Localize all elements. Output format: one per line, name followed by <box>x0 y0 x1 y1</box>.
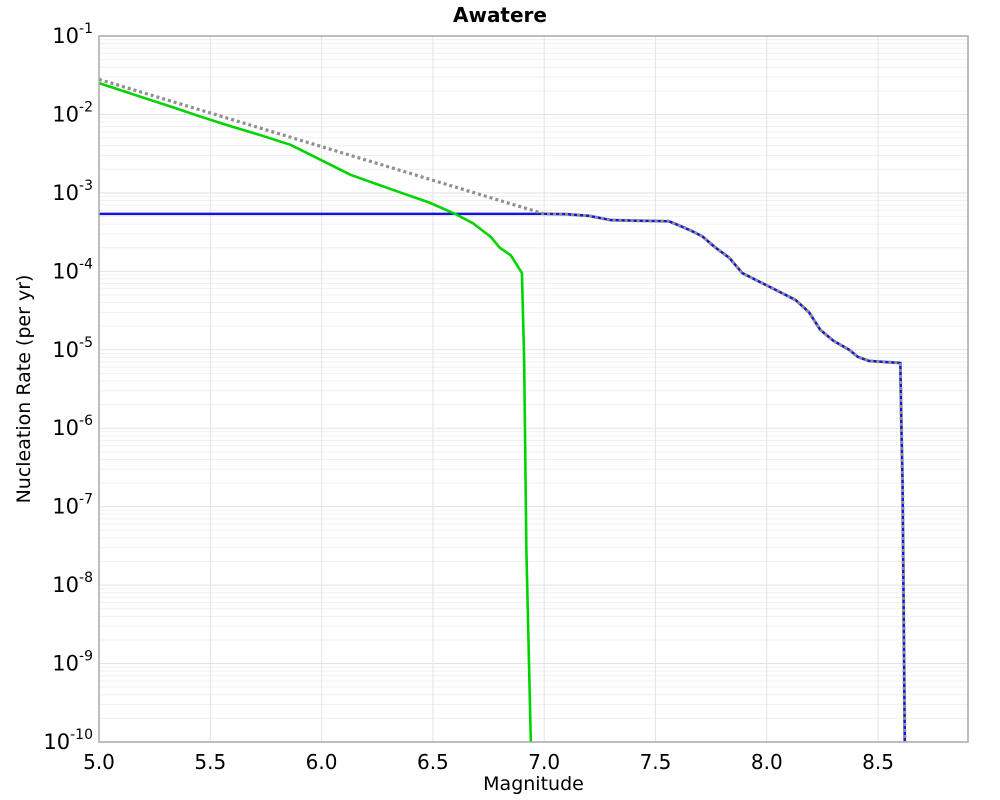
x-tick-label: 5.5 <box>194 750 226 774</box>
y-tick-label: 10-10 <box>43 727 93 754</box>
y-tick-label: 10-5 <box>52 335 93 362</box>
series-sub-seismogenic-rate-green-solid <box>99 81 533 742</box>
x-tick-label: 8.5 <box>862 750 894 774</box>
series-total-target-rate-gray-dotted <box>99 77 907 742</box>
y-tick-label: 10-7 <box>52 492 93 519</box>
y-tick-label: 10-1 <box>52 21 93 48</box>
y-tick-label: 10-8 <box>52 570 93 597</box>
plot-frame <box>98 35 969 743</box>
x-tick-label: 5.0 <box>83 750 115 774</box>
x-tick-label: 7.0 <box>528 750 560 774</box>
gridlines-minor <box>99 39 968 719</box>
x-tick-labels: 5.0 5.5 6.0 6.5 7.0 7.5 8.0 8.5 <box>83 750 894 774</box>
x-tick-label: 6.5 <box>417 750 449 774</box>
y-tick-label: 10-6 <box>52 413 93 440</box>
x-tick-label: 7.5 <box>640 750 672 774</box>
y-axis-label: Nucleation Rate (per yr) <box>13 274 35 504</box>
chart-title: Awatere <box>452 3 547 27</box>
y-tick-label: 10-4 <box>52 256 93 283</box>
x-tick-label: 6.0 <box>306 750 338 774</box>
y-tick-labels: 10-1 10-2 10-3 10-4 10-5 10-6 10-7 10-8 10-9 10-1… <box>43 21 93 754</box>
x-axis-label: Magnitude <box>483 773 584 795</box>
y-tick-label: 10-3 <box>52 178 93 205</box>
plot-area <box>99 36 968 742</box>
y-tick-label: 10-9 <box>52 649 93 676</box>
y-tick-label: 10-2 <box>52 99 93 126</box>
x-tick-label: 8.0 <box>751 750 783 774</box>
